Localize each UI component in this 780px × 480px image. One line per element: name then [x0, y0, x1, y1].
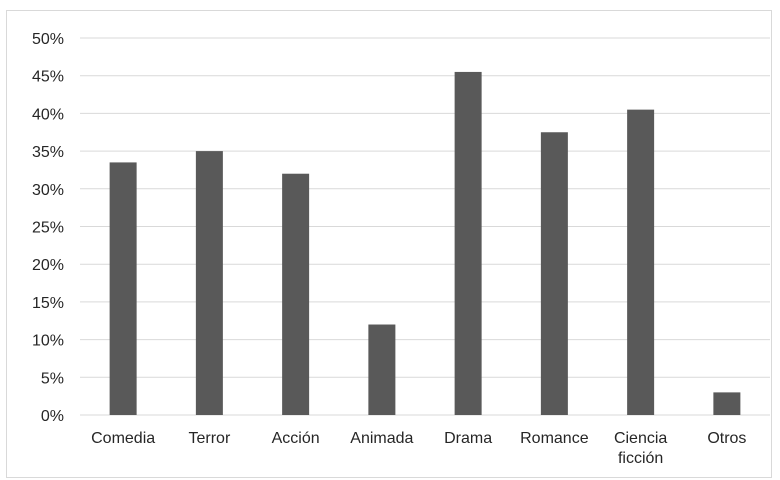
bar [540, 132, 568, 415]
x-category-label: Drama [444, 430, 492, 447]
bar [368, 324, 396, 415]
y-tick-label: 0% [41, 408, 64, 425]
bar [713, 392, 741, 415]
bar [109, 162, 137, 415]
x-category-label: Comedia [91, 430, 155, 447]
y-tick-label: 20% [32, 257, 64, 274]
y-tick-label: 35% [32, 144, 64, 161]
x-category-label: Terror [188, 430, 230, 447]
y-tick-label: 40% [32, 106, 64, 123]
x-category-label-line: Drama [444, 430, 492, 447]
x-category-label-line: Romance [520, 430, 589, 447]
x-category-label-line: Terror [188, 430, 230, 447]
x-category-label: Ciencia ficción [614, 430, 667, 467]
x-category-label: Romance [520, 430, 589, 447]
x-category-label: Otros [707, 430, 746, 447]
gridlines [80, 37, 770, 416]
x-category-label-line: Comedia [91, 430, 155, 447]
x-category-label: Acción [272, 430, 320, 447]
bars [109, 71, 741, 416]
y-axis-ticks: 0% 5% 10% 15% 20% 25% 30% 35% 40% 45% 50% [32, 31, 64, 425]
y-tick-label: 50% [32, 31, 64, 48]
x-axis-labels: Comedia Terror Acción Animada Drama Romance Ci… [91, 430, 746, 467]
x-category-label: Animada [350, 430, 413, 447]
y-tick-label: 30% [32, 182, 64, 199]
bar [454, 71, 482, 416]
x-category-label-line: Acción [272, 430, 320, 447]
y-tick-label: 15% [32, 295, 64, 312]
y-tick-label: 5% [41, 370, 64, 387]
x-category-label-line: Ciencia [614, 430, 667, 447]
y-tick-label: 10% [32, 333, 64, 350]
bar [195, 151, 223, 415]
x-category-label-line: Otros [707, 430, 746, 447]
bar [627, 109, 655, 415]
bar [282, 173, 310, 415]
y-tick-label: 25% [32, 220, 64, 237]
x-category-label-line: Animada [350, 430, 413, 447]
x-category-label-line: ficción [618, 450, 663, 467]
y-tick-label: 45% [32, 69, 64, 86]
